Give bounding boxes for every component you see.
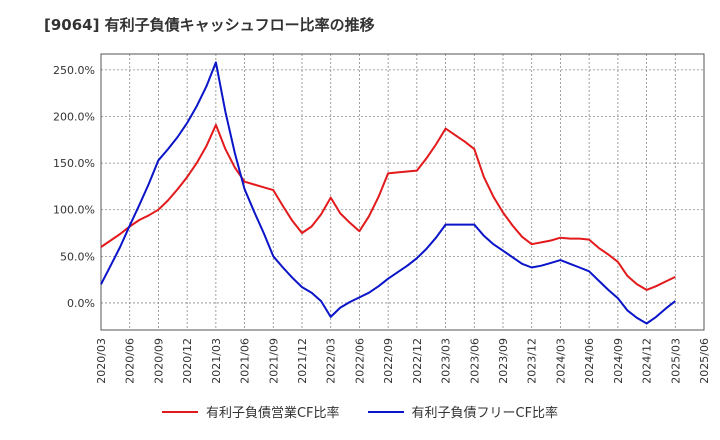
x-tick-label: 2021/09 (267, 338, 280, 384)
x-tick-label: 2022/12 (411, 338, 424, 384)
series-lines (100, 61, 676, 325)
x-tick-label: 2022/03 (325, 338, 338, 384)
y-tick-label: 150.0% (53, 157, 95, 170)
x-tick-label: 2020/06 (124, 338, 137, 384)
x-tick-label: 2023/09 (497, 338, 510, 384)
series-line-free-cf (100, 61, 676, 325)
line-chart: 0.0% 50.0% 100.0% 150.0% 200.0% 250.0% 2020/0… (53, 53, 711, 384)
x-tick-label: 2022/06 (353, 338, 366, 384)
x-tick-label: 2022/09 (382, 338, 395, 384)
y-tick-label: 0.0% (67, 297, 95, 310)
x-tick-label: 2023/12 (526, 338, 539, 384)
x-tick-label: 2024/03 (554, 338, 567, 384)
x-tick-label: 2024/06 (583, 338, 596, 384)
x-tick-label: 2023/03 (440, 338, 453, 384)
legend-item-operating-cf: 有利子負債営業CF比率 (161, 402, 340, 421)
y-tick-label: 100.0% (53, 204, 95, 217)
x-tick-label: 2020/12 (181, 338, 194, 384)
legend-swatch-operating-cf (161, 410, 198, 413)
x-tick-label: 2020/03 (95, 338, 108, 384)
x-tick-label: 2023/06 (468, 338, 481, 384)
x-tick-label: 2024/09 (612, 338, 625, 384)
legend-label-free-cf: 有利子負債フリーCF比率 (411, 406, 559, 421)
x-tick-label: 2025/06 (698, 338, 711, 384)
legend-item-free-cf: 有利子負債フリーCF比率 (367, 402, 559, 421)
x-tick-label: 2024/12 (641, 338, 654, 384)
series-line-operating-cf (100, 123, 676, 291)
legend: 有利子負債営業CF比率 有利子負債フリーCF比率 (0, 402, 720, 421)
x-tick-label: 2021/06 (239, 338, 252, 384)
y-tick-label: 200.0% (53, 110, 95, 123)
x-tick-label: 2025/03 (669, 338, 682, 384)
legend-label-operating-cf: 有利子負債営業CF比率 (205, 406, 340, 421)
x-axis: 2020/03 2020/06 2020/09 2020/12 2021/03 2021/… (95, 338, 711, 384)
legend-swatch-free-cf (367, 410, 404, 413)
y-axis: 0.0% 50.0% 100.0% 150.0% 200.0% 250.0% (53, 64, 95, 310)
x-tick-label: 2021/03 (210, 338, 223, 384)
chart-title: [9064] 有利子負債キャッシュフロー比率の推移 (44, 16, 375, 34)
y-tick-label: 250.0% (53, 64, 95, 77)
x-tick-label: 2021/12 (296, 338, 309, 384)
x-tick-label: 2020/09 (152, 338, 165, 384)
grid-lines (100, 54, 705, 330)
y-tick-label: 50.0% (60, 250, 95, 263)
plot-area (100, 53, 705, 331)
